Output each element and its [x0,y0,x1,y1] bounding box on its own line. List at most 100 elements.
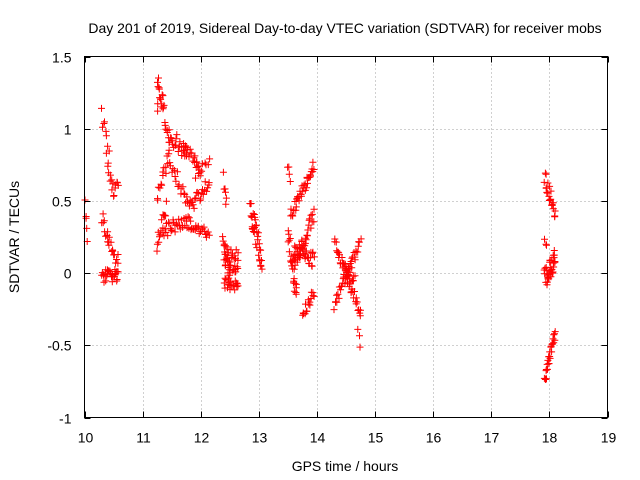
data-point [104,142,112,150]
data-point [285,236,293,244]
data-point [158,181,166,189]
data-point [310,292,318,300]
x-tick-label: 18 [542,430,558,446]
data-point [219,233,227,241]
data-point [546,354,554,362]
data-point [257,246,265,254]
data-point [102,277,110,285]
data-point [253,228,261,236]
data-point [222,200,230,208]
data-point [205,179,213,187]
data-point [550,247,558,254]
data-point [293,245,301,253]
data-point [162,197,170,205]
data-point [164,232,172,240]
x-tick-label: 14 [310,430,326,446]
data-point [162,169,170,177]
data-point [189,157,197,165]
data-point [288,211,296,219]
data-point [543,189,551,197]
data-point [159,168,167,176]
data-point [291,279,299,287]
data-point [153,247,161,255]
x-tick-label: 15 [368,430,384,446]
y-tick-label: 0 [64,266,72,282]
data-point [176,138,184,146]
data-point [295,197,303,205]
data-point [352,294,360,302]
data-point [234,282,242,290]
data-point [545,360,553,368]
data-point [357,235,365,243]
data-point [223,245,231,253]
data-point [302,236,310,244]
x-tick-label: 16 [426,430,442,446]
data-point [551,336,559,344]
data-point [549,199,557,207]
data-point [286,178,294,185]
data-point [162,229,170,236]
data-point [107,238,115,246]
data-point [547,273,555,281]
data-point [108,176,116,184]
data-point [154,107,162,115]
y-axis-label: SDTVAR / TECUs [6,181,22,293]
data-point [547,187,555,195]
data-point [173,131,181,139]
data-point [330,306,338,314]
data-point [292,284,300,292]
data-point [310,166,318,173]
data-point [165,150,173,158]
data-point [306,298,314,306]
data-point [114,251,122,258]
data-point [285,230,293,238]
data-point [205,231,213,239]
data-point [102,149,110,157]
data-point [198,167,206,175]
data-point [551,258,559,265]
data-point [161,211,169,219]
data-point [184,213,192,221]
data-point [102,132,110,140]
data-point [161,121,169,129]
data-point [100,278,108,286]
data-point [303,184,311,192]
data-point [354,248,362,256]
data-point [307,171,314,179]
x-tick-label: 10 [78,430,94,446]
data-point [183,193,191,201]
data-point [204,228,212,236]
data-point [206,155,214,163]
data-point [105,233,113,241]
y-tick-label: 0.5 [52,194,72,210]
data-point [108,278,116,286]
data-point [551,328,559,336]
data-point [308,210,316,218]
data-point [356,332,363,340]
data-point [201,159,209,167]
data-point [104,159,112,167]
data-point [544,274,552,282]
data-point [347,258,355,265]
data-point [335,294,343,302]
data-point [290,265,298,273]
data-point [544,179,552,187]
data-point [543,278,551,286]
x-tick-label: 19 [601,430,617,446]
x-tick-label: 13 [252,430,268,446]
data-point [158,91,166,99]
data-point [165,138,173,146]
data-point [199,190,207,198]
data-point [307,211,315,219]
data-point [158,216,166,224]
data-point [222,194,230,202]
data-point [285,170,293,178]
y-tick-label: 1 [64,122,72,138]
data-point [106,171,114,179]
data-point [198,190,206,198]
data-point [247,200,255,207]
data-point [201,178,209,186]
data-point [99,210,107,218]
